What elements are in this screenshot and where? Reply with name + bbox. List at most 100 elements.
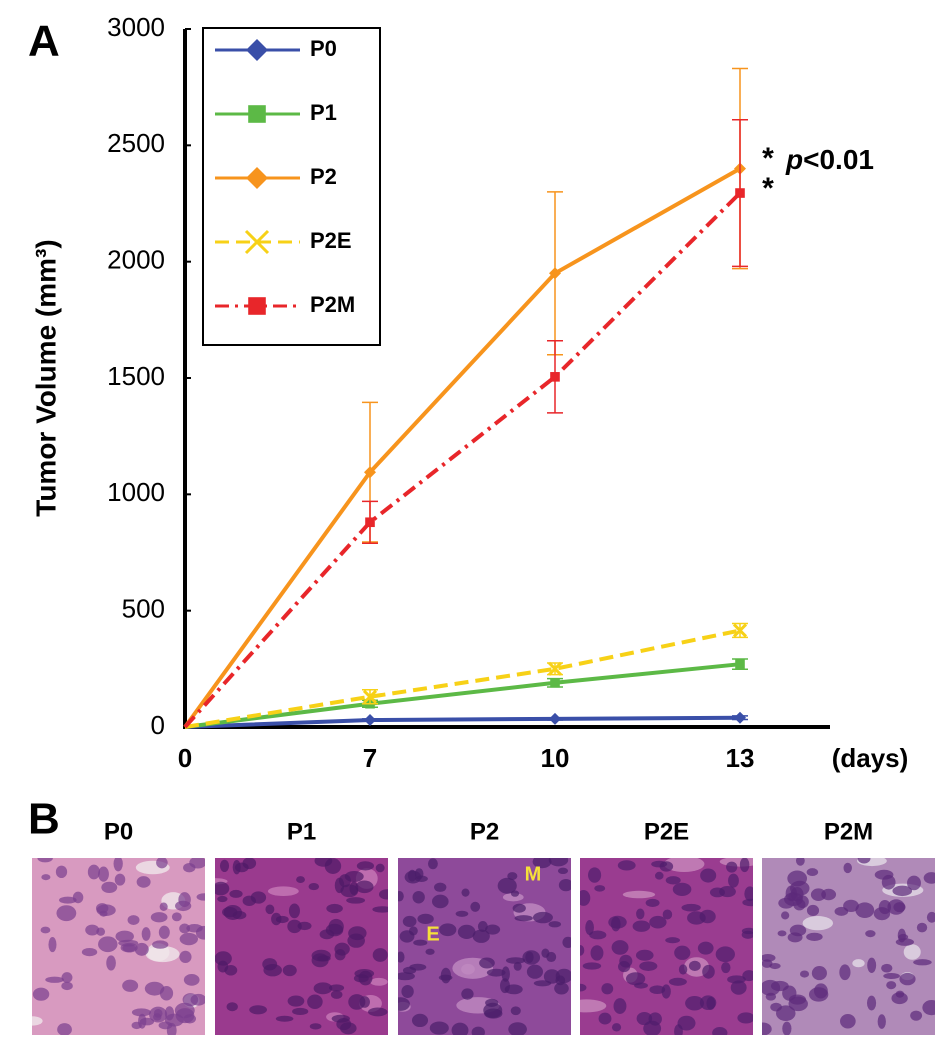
gap [461, 963, 475, 975]
nucleus [674, 1024, 683, 1035]
nucleus [712, 1026, 728, 1035]
panel-label: B [28, 795, 60, 844]
nucleus [687, 911, 706, 925]
gap [622, 890, 656, 899]
nucleus [222, 907, 238, 918]
nucleus [457, 924, 476, 939]
nucleus [522, 950, 541, 965]
nucleus [727, 975, 746, 984]
legend-label: P2E [310, 228, 352, 253]
marker [550, 677, 560, 688]
nucleus [661, 984, 671, 999]
nucleus [98, 866, 109, 882]
nucleus [313, 982, 333, 995]
nucleus [471, 1026, 485, 1035]
nucleus [613, 998, 627, 1014]
nucleus [282, 964, 297, 977]
nucleus [336, 1017, 352, 1031]
nucleus [635, 949, 654, 961]
nucleus [855, 902, 875, 918]
nucleus [649, 915, 667, 929]
nucleus [355, 880, 374, 894]
nucleus [554, 982, 569, 995]
annotation-value: <0.01 [803, 144, 874, 175]
y-axis-label: Tumor Volume (mm³) [30, 239, 61, 516]
nucleus [782, 985, 797, 1001]
image-label: P0 [104, 818, 133, 845]
legend-label: P0 [310, 36, 337, 61]
nucleus [726, 861, 738, 873]
nucleus [526, 964, 543, 979]
nucleus [532, 911, 553, 924]
nucleus [61, 981, 73, 991]
nucleus [32, 987, 50, 1001]
nucleus [156, 858, 168, 869]
gap [802, 916, 834, 931]
marker [735, 188, 745, 198]
nucleus [134, 942, 149, 956]
nucleus [439, 923, 457, 937]
nucleus [398, 890, 404, 902]
nucleus [152, 940, 169, 949]
nucleus [347, 933, 365, 948]
nucleus [659, 861, 674, 872]
nucleus [910, 1010, 923, 1021]
tissue-bg [32, 858, 205, 1035]
marker [248, 105, 266, 123]
marker [365, 517, 375, 528]
nucleus [866, 995, 877, 1011]
nucleus [399, 930, 415, 943]
nucleus [398, 951, 405, 963]
nucleus [601, 983, 614, 995]
nucleus [674, 945, 691, 960]
nucleus [372, 948, 388, 962]
nucleus [189, 858, 205, 869]
nucleus [594, 885, 606, 892]
gap [663, 858, 705, 873]
nucleus [510, 1006, 521, 1016]
tissue [32, 858, 205, 1035]
nucleus [769, 962, 781, 970]
nucleus [359, 996, 370, 1008]
nucleus [158, 925, 170, 939]
nucleus [440, 967, 451, 984]
nucleus [56, 905, 77, 922]
nucleus [834, 906, 849, 916]
marker [549, 712, 561, 725]
nucleus [428, 858, 438, 870]
nucleus [762, 954, 776, 962]
nucleus [665, 937, 681, 944]
legend-box [202, 27, 381, 346]
gap [267, 886, 299, 897]
gap [903, 944, 921, 960]
nucleus [777, 930, 787, 937]
nucleus [636, 908, 645, 920]
nucleus [226, 1002, 238, 1012]
nucleus [548, 921, 562, 928]
nucleus [287, 919, 302, 934]
nucleus [307, 994, 323, 1009]
nucleus [715, 946, 735, 963]
histology-image [32, 858, 205, 1035]
nucleus [319, 929, 335, 940]
nucleus [330, 990, 343, 999]
nucleus [843, 862, 852, 874]
nucleus [149, 1006, 168, 1023]
nucleus [497, 877, 517, 894]
nucleus [895, 990, 905, 998]
gap [145, 945, 180, 963]
nucleus [417, 913, 434, 924]
annotation-star: * [762, 172, 774, 205]
nucleus [429, 1021, 449, 1035]
nucleus [179, 932, 199, 946]
nucleus [61, 972, 73, 983]
nucleus [477, 921, 488, 933]
x-tick-label: 10 [541, 743, 570, 773]
nucleus [907, 875, 921, 891]
marker [549, 267, 561, 280]
nucleus [98, 936, 118, 953]
nucleus [795, 858, 805, 866]
nucleus [892, 885, 913, 897]
nucleus [632, 920, 651, 932]
nucleus [799, 970, 810, 978]
